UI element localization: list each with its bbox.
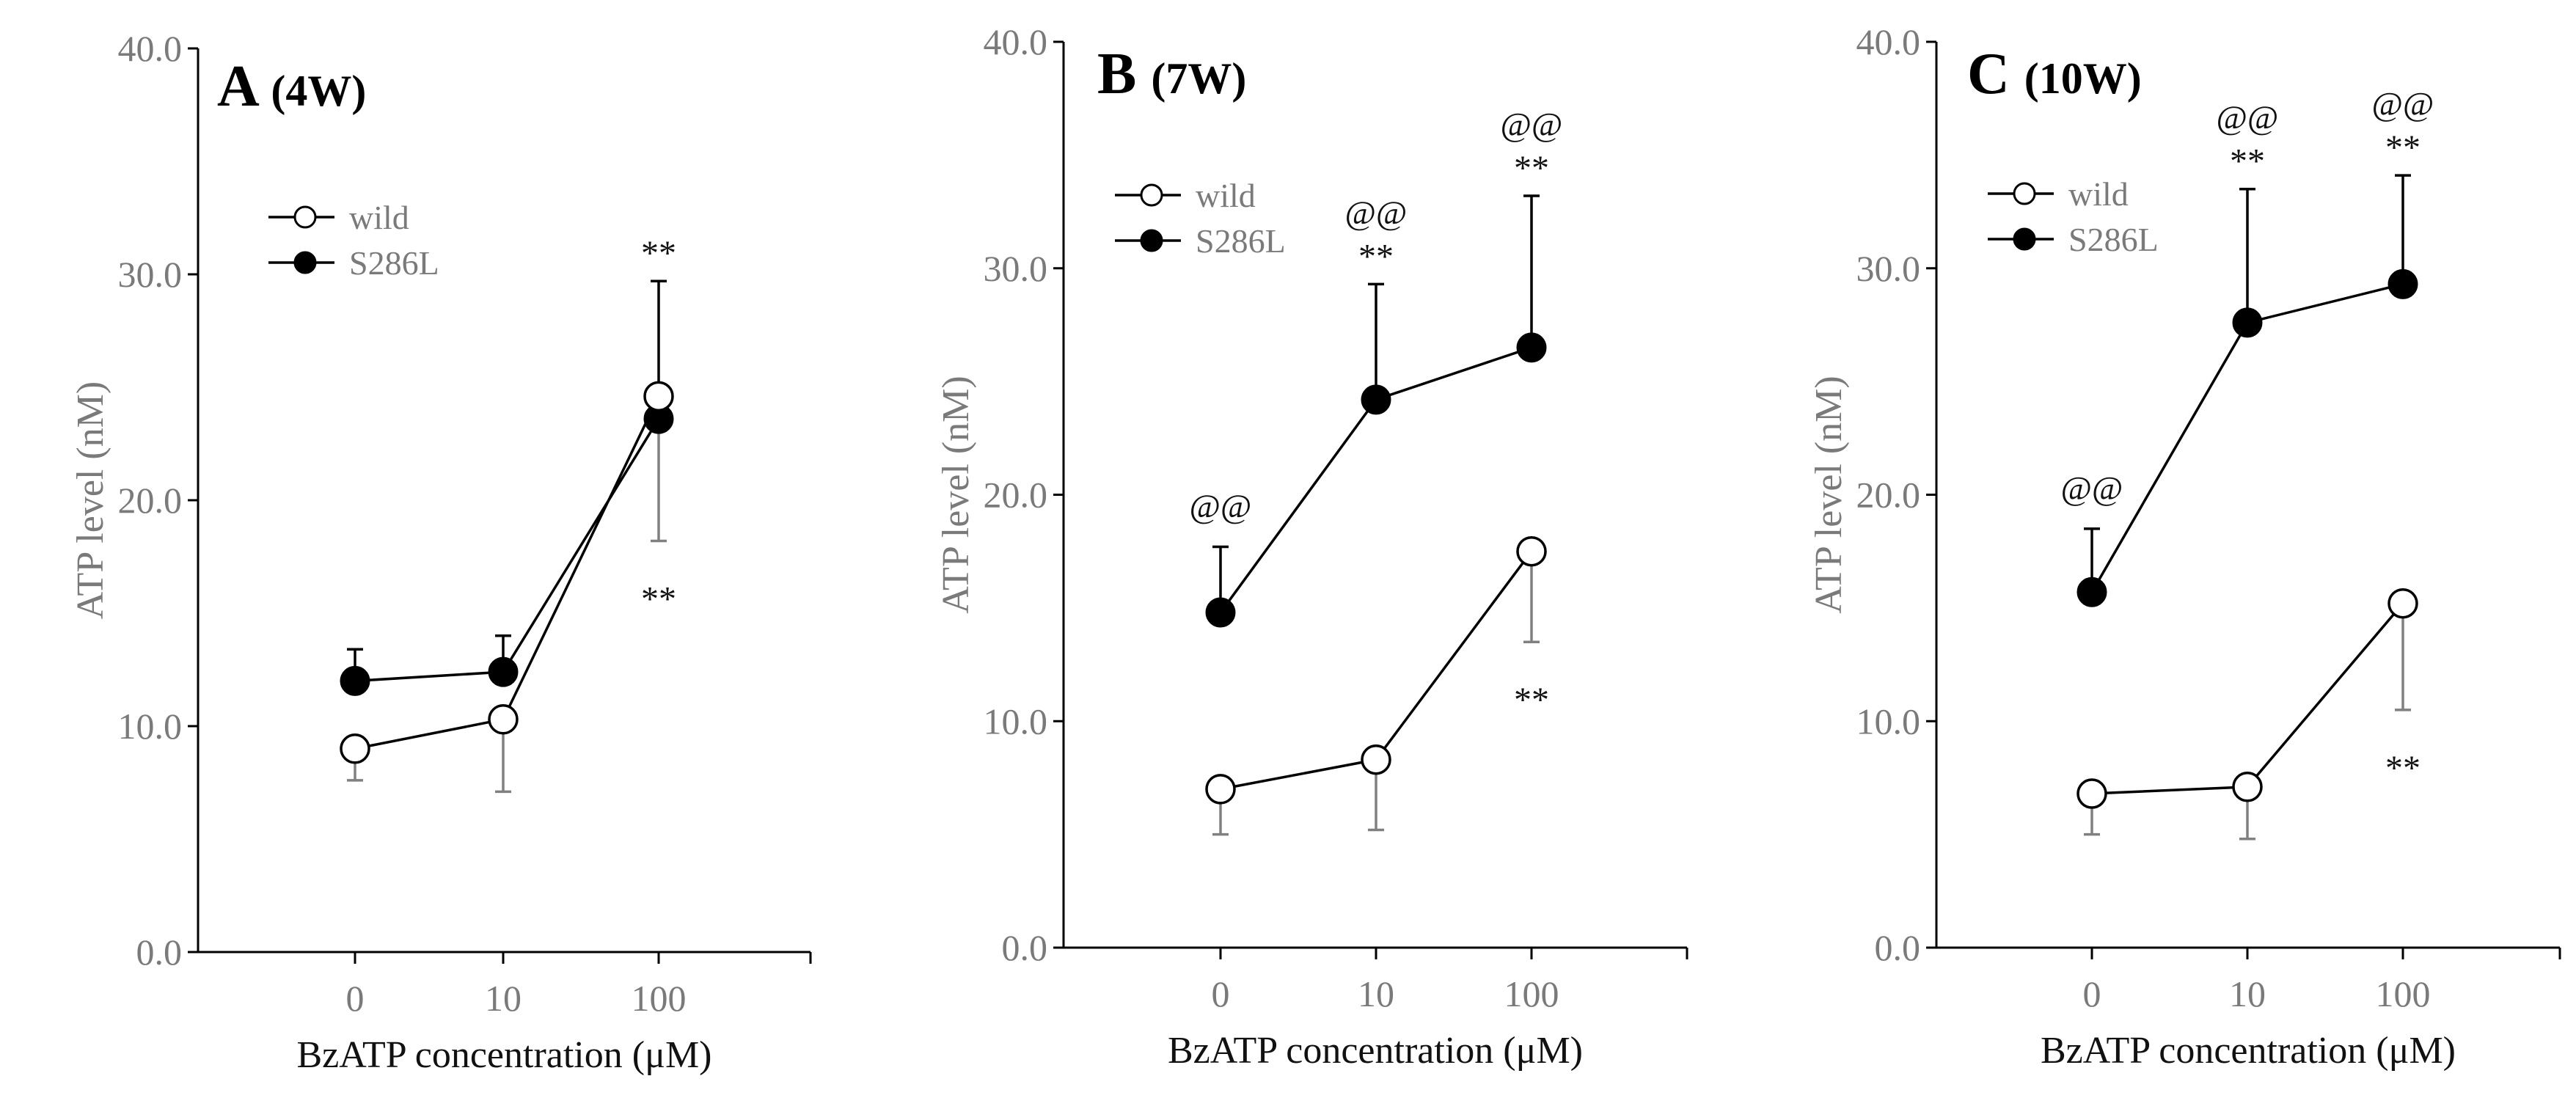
mutant-series-line xyxy=(354,418,660,683)
mutant-point xyxy=(340,665,370,696)
significance-marker: ** xyxy=(2385,128,2421,167)
wild-series-line xyxy=(354,395,660,750)
significance-marker: ** xyxy=(1514,149,1549,188)
panel-letter: B xyxy=(1097,42,1151,106)
mutant-point xyxy=(2232,307,2263,338)
legend-label: wild xyxy=(349,199,409,236)
y-tick-label: 20.0 xyxy=(118,480,183,521)
genotype-marker: @@ xyxy=(2061,469,2123,507)
legend-label: S286L xyxy=(2068,221,2159,258)
significance-marker: ** xyxy=(2385,749,2421,788)
y-tick-label: 10.0 xyxy=(984,700,1048,742)
y-tick-label: 20.0 xyxy=(1856,475,1921,516)
x-tick-label: 10 xyxy=(485,978,522,1019)
x-tick-label: 100 xyxy=(2376,973,2431,1014)
wild-point xyxy=(340,733,370,764)
y-tick-label: 30.0 xyxy=(984,248,1048,289)
wild-point xyxy=(1361,744,1391,775)
x-tick-label: 100 xyxy=(632,978,687,1019)
legend-marker xyxy=(1140,229,1163,252)
significance-marker: ** xyxy=(641,234,676,273)
genotype-marker: @@ xyxy=(1190,488,1252,525)
genotype-marker: @@ xyxy=(2217,99,2279,136)
x-tick-label: 100 xyxy=(1504,973,1559,1014)
legend-marker xyxy=(293,205,317,229)
y-tick-label: 10.0 xyxy=(1856,700,1921,742)
x-axis-title: BzATP concentration (μM) xyxy=(2041,1030,2456,1072)
mutant-point xyxy=(1205,597,1236,628)
genotype-marker: @@ xyxy=(2372,85,2434,122)
mutant-point xyxy=(1361,384,1391,415)
y-tick-label: 30.0 xyxy=(118,254,183,295)
panel-title: A (4W) xyxy=(217,54,366,119)
legend-label: S286L xyxy=(1196,222,1286,260)
y-tick-label: 10.0 xyxy=(118,706,183,747)
genotype-marker: @@ xyxy=(1345,194,1408,231)
legend-marker xyxy=(293,251,317,274)
x-tick-label: 10 xyxy=(2229,973,2266,1014)
panel-letter: A xyxy=(217,54,271,119)
y-tick-label: 0.0 xyxy=(136,932,183,973)
y-tick-label: 40.0 xyxy=(118,28,183,69)
legend-label: wild xyxy=(2068,175,2129,213)
panel-week: (10W) xyxy=(2024,54,2142,103)
y-tick-label: 0.0 xyxy=(1875,927,1921,968)
significance-marker: ** xyxy=(1514,681,1549,720)
x-tick-label: 0 xyxy=(346,978,365,1019)
x-tick-label: 10 xyxy=(1358,973,1394,1014)
mutant-point xyxy=(1516,332,1547,363)
wild-point xyxy=(488,704,519,735)
panel-title: C (10W) xyxy=(1967,42,2142,106)
panel-b: 0.0 10.0 20.0 30.0 40.0 0 10 100 ATP level (nM) B… xyxy=(935,21,1688,1072)
panel-letter: C xyxy=(1967,42,2024,106)
significance-marker: ** xyxy=(641,579,676,618)
mutant-point xyxy=(488,656,519,687)
y-tick-label: 30.0 xyxy=(1856,248,1921,289)
y-tick-label: 40.0 xyxy=(984,21,1048,62)
mutant-point xyxy=(2387,268,2418,299)
legend-marker xyxy=(2013,182,2036,205)
y-tick-label: 20.0 xyxy=(984,475,1048,516)
y-axis-title: ATP level (nM) xyxy=(70,381,111,619)
panel-c: 0.0 10.0 20.0 30.0 40.0 0 10 100 ATP level (nM) B… xyxy=(1808,21,2561,1072)
x-axis-title: BzATP concentration (μM) xyxy=(296,1034,711,1076)
y-tick-label: 40.0 xyxy=(1856,21,1921,62)
wild-series-line xyxy=(2091,602,2404,795)
legend-marker xyxy=(1140,183,1163,207)
wild-point xyxy=(2387,588,2418,619)
panel-a: 0.0 10.0 20.0 30.0 40.0 0 10 100 ATP level (nM) B… xyxy=(70,28,812,1076)
y-tick-label: 0.0 xyxy=(1002,927,1048,968)
x-tick-label: 0 xyxy=(1212,973,1230,1014)
wild-point xyxy=(2076,778,2107,809)
wild-point xyxy=(643,381,674,412)
wild-point xyxy=(2232,772,2263,802)
x-axis-title: BzATP concentration (μM) xyxy=(1168,1030,1583,1072)
y-axis-title: ATP level (nM) xyxy=(935,376,977,613)
wild-point xyxy=(1516,535,1547,567)
legend-label: S286L xyxy=(349,244,439,282)
significance-marker: ** xyxy=(1358,237,1394,276)
significance-marker: ** xyxy=(2230,142,2265,181)
panel-week: (7W) xyxy=(1151,54,1246,103)
panel-week: (4W) xyxy=(271,67,366,115)
legend-marker xyxy=(2013,227,2036,251)
genotype-marker: @@ xyxy=(1501,106,1563,143)
y-axis-title: ATP level (nM) xyxy=(1808,376,1850,613)
wild-point xyxy=(1205,774,1236,805)
mutant-point xyxy=(2076,577,2107,607)
legend-label: wild xyxy=(1196,177,1256,214)
x-tick-label: 0 xyxy=(2083,973,2101,1014)
panel-title: B (7W) xyxy=(1097,42,1246,106)
